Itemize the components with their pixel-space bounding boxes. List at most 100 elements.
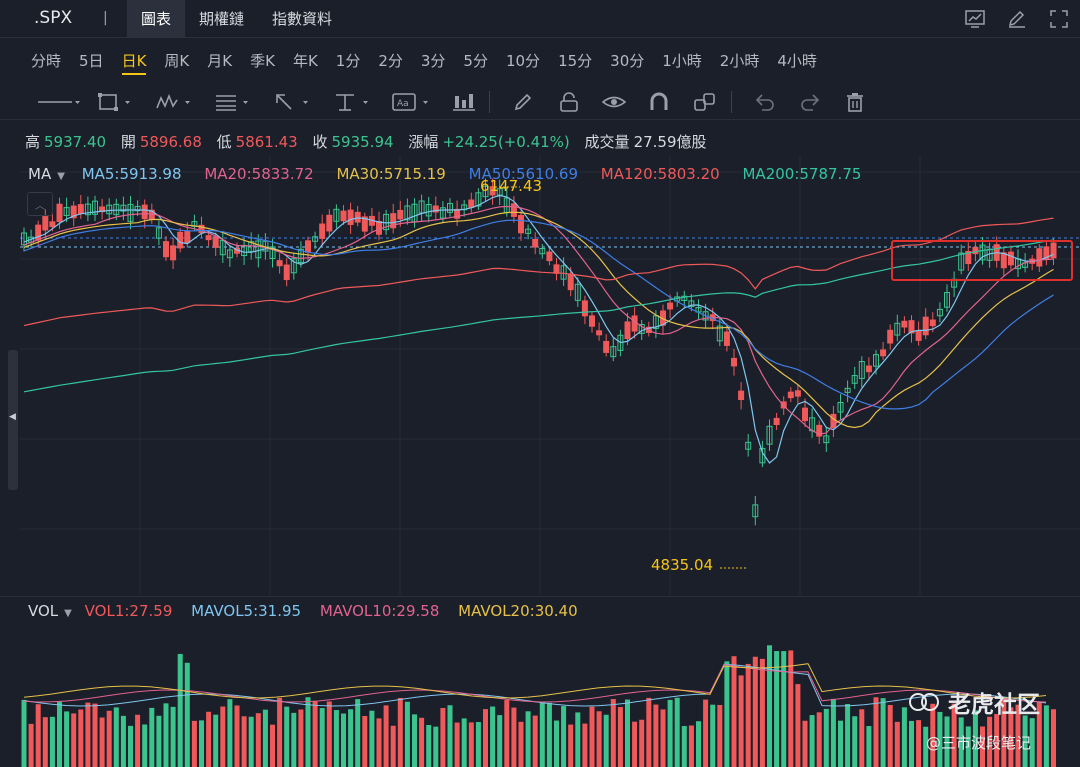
- volume-bar: [412, 714, 417, 767]
- ma5-value: MA5:5913.98: [81, 165, 182, 183]
- collapse-legend-button[interactable]: ︿: [27, 192, 53, 216]
- redo-icon[interactable]: [799, 84, 821, 120]
- volume-bar: [795, 684, 801, 767]
- candle: [908, 320, 915, 334]
- period-item[interactable]: 30分: [610, 52, 645, 70]
- candle: [475, 192, 482, 207]
- expand-left-icon[interactable]: ◀: [9, 412, 16, 422]
- volume-bar: [71, 713, 77, 767]
- candle: [361, 216, 368, 232]
- chart-settings-icon[interactable]: [954, 0, 996, 38]
- mavol10-value: MAVOL10:29.58: [319, 602, 440, 620]
- volume-bar: [866, 726, 872, 767]
- period-item[interactable]: 1小時: [662, 52, 702, 70]
- period-item[interactable]: 15分: [558, 52, 593, 70]
- volume-chart[interactable]: [20, 620, 1080, 767]
- rectangle-tool-icon[interactable]: [96, 84, 136, 120]
- dropdown-arrow-icon[interactable]: ▼: [57, 171, 65, 182]
- candle: [106, 204, 113, 215]
- eye-icon[interactable]: [602, 84, 626, 120]
- dropdown-arrow-icon[interactable]: ▼: [64, 608, 72, 619]
- price-chart[interactable]: [20, 155, 1080, 595]
- candle: [290, 258, 297, 274]
- magnet-icon[interactable]: [648, 84, 670, 120]
- period-item[interactable]: 2分: [378, 52, 403, 70]
- candle: [794, 390, 801, 397]
- undo-icon[interactable]: [754, 84, 776, 120]
- tab-chart[interactable]: 圖表: [127, 0, 186, 38]
- candle: [738, 390, 745, 401]
- candle: [965, 250, 972, 265]
- period-item[interactable]: 季K: [250, 52, 275, 70]
- volume-bar: [447, 705, 453, 767]
- period-item[interactable]: 月K: [207, 52, 233, 70]
- candle: [312, 236, 319, 242]
- candle: [553, 264, 560, 274]
- volume-bar: [28, 723, 34, 767]
- volume-bar: [667, 699, 673, 767]
- period-item[interactable]: 10分: [505, 52, 541, 70]
- period-item[interactable]: 3分: [420, 52, 446, 70]
- candle: [163, 241, 169, 258]
- volume-bar: [135, 714, 141, 767]
- volume-bar: [468, 722, 474, 767]
- tab-index-info[interactable]: 指數資料: [272, 10, 333, 28]
- candle: [113, 203, 120, 216]
- text-tool-icon[interactable]: Aa: [391, 84, 435, 120]
- volume-bar: [830, 698, 836, 767]
- fib-tool-icon[interactable]: [214, 84, 254, 120]
- candle: [745, 441, 752, 450]
- arrow-tool-icon[interactable]: [273, 84, 313, 120]
- period-item[interactable]: 分時: [31, 52, 62, 70]
- trash-icon[interactable]: [845, 84, 865, 120]
- candle: [873, 354, 879, 367]
- edit-icon[interactable]: [996, 0, 1038, 38]
- volume-bar: [298, 709, 304, 767]
- period-item[interactable]: 1分: [335, 52, 361, 70]
- ma-line: [23, 219, 1054, 410]
- pane-divider[interactable]: [0, 596, 1080, 597]
- candle: [816, 424, 823, 437]
- pattern-tool-icon[interactable]: [155, 84, 195, 120]
- period-item[interactable]: 5分: [463, 52, 488, 70]
- candle: [581, 300, 588, 317]
- candle: [688, 300, 695, 308]
- volume-bar: [475, 722, 481, 767]
- candle: [184, 230, 191, 244]
- fullscreen-icon[interactable]: [1038, 0, 1080, 38]
- vol-label[interactable]: VOL: [28, 602, 59, 620]
- period-item[interactable]: 年K: [292, 52, 318, 70]
- volume-bar: [270, 724, 275, 767]
- volume-bar: [909, 720, 914, 767]
- price-range-tool-icon[interactable]: [333, 84, 373, 120]
- tab-options-chain[interactable]: 期權鏈: [199, 10, 245, 28]
- indicator-icon[interactable]: [452, 84, 476, 120]
- volume-bar: [319, 708, 325, 767]
- candle: [603, 340, 610, 353]
- volume-bar: [674, 697, 680, 767]
- ma-label[interactable]: MA: [28, 165, 52, 183]
- symbol-label[interactable]: .SPX: [34, 8, 73, 28]
- volume-bar: [163, 703, 169, 767]
- period-item[interactable]: 2小時: [719, 52, 760, 70]
- period-item[interactable]: 周K: [164, 52, 190, 70]
- period-item[interactable]: 4小時: [777, 52, 817, 70]
- group-icon[interactable]: [693, 84, 717, 120]
- side-panel-handle[interactable]: [8, 350, 18, 490]
- ma-line: [23, 194, 1054, 464]
- pen-icon[interactable]: [513, 84, 535, 120]
- volume-bar: [596, 711, 602, 767]
- line-tool-icon[interactable]: [36, 84, 80, 120]
- candle: [49, 221, 56, 228]
- candle: [802, 407, 808, 422]
- candle: [723, 331, 730, 346]
- volume-bar: [965, 726, 971, 767]
- candle: [880, 349, 887, 357]
- volume-bar: [426, 725, 432, 767]
- period-item[interactable]: 5日: [79, 52, 104, 70]
- period-item-active[interactable]: 日K: [113, 46, 156, 76]
- lock-icon[interactable]: [558, 84, 580, 120]
- drawing-toolbar: Aa: [0, 84, 1080, 120]
- volume-bar: [752, 656, 758, 767]
- volume-bar: [78, 709, 84, 767]
